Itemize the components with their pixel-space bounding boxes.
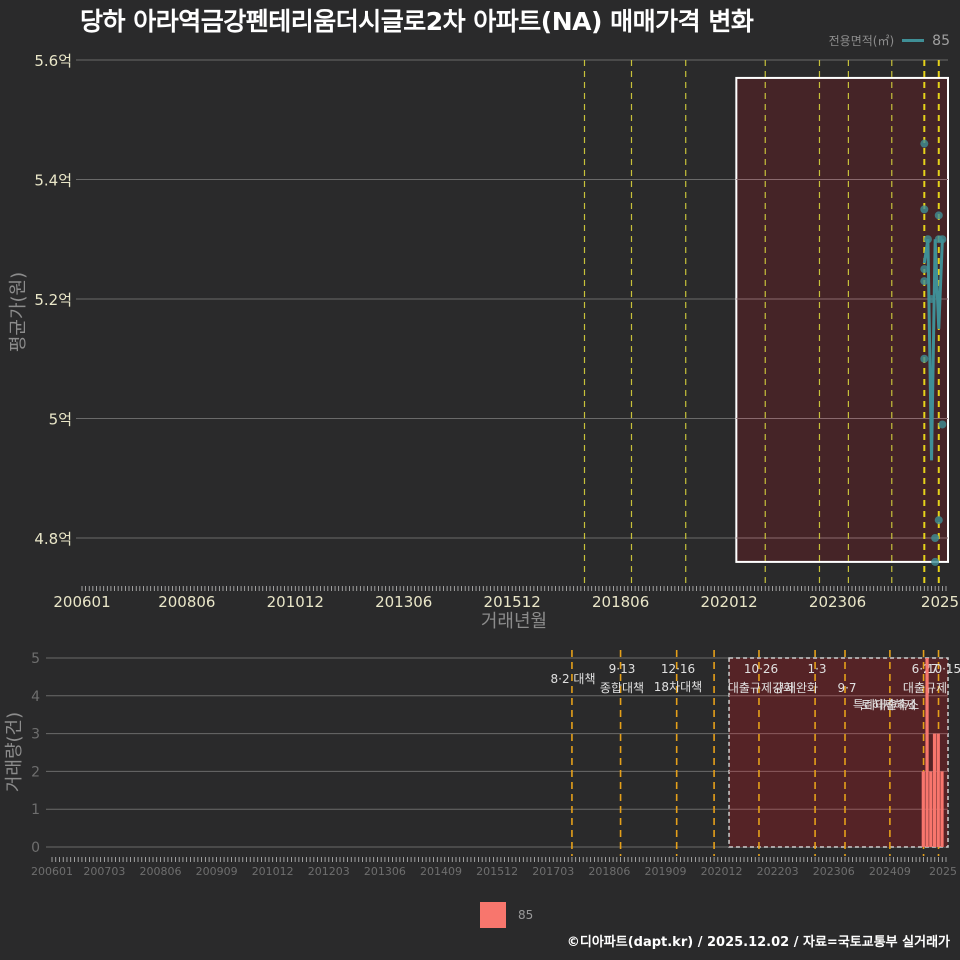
- volume-bar[interactable]: [929, 771, 932, 847]
- y-tick-label: 5.2억: [34, 291, 72, 309]
- chart-canvas: 4.8억5억5.2억5.4억5.6억2006012008062010122013…: [0, 0, 960, 960]
- data-point[interactable]: [928, 295, 936, 303]
- annotation-label: 18차대책: [654, 679, 702, 694]
- y-tick-label: 0: [31, 840, 40, 856]
- y-tick-label: 3: [31, 727, 40, 743]
- annotation-label: 10·15: [927, 662, 960, 676]
- volume-panel: 0123458·2 대책9·13종합대책12·1618차대책10·26대출규제강…: [4, 650, 960, 878]
- data-point[interactable]: [935, 211, 943, 219]
- x-axis-title: 거래년월: [481, 611, 547, 632]
- data-point[interactable]: [931, 558, 939, 566]
- data-point[interactable]: [938, 420, 946, 428]
- y-axis-title: 거래량(건): [4, 712, 25, 792]
- x-tick-label: 202012: [701, 865, 743, 878]
- x-tick-label: 201203: [308, 865, 350, 878]
- annotation-label: 10·26: [744, 662, 778, 676]
- volume-bar[interactable]: [933, 734, 936, 847]
- x-tick-label: 201512: [476, 865, 518, 878]
- y-tick-label: 2: [31, 764, 40, 780]
- x-tick-label: 200703: [83, 865, 125, 878]
- x-tick-label: 201012: [267, 593, 324, 611]
- y-tick-label: 5.6억: [34, 52, 72, 70]
- y-tick-label: 4.8억: [34, 530, 72, 548]
- y-tick-label: 4: [31, 689, 40, 705]
- annotation-label: 대출규제: [903, 681, 947, 695]
- annotation-label: 종합대책: [600, 680, 644, 695]
- y-tick-label: 1: [31, 802, 40, 818]
- data-point[interactable]: [920, 205, 928, 213]
- x-tick-label: 201806: [588, 865, 630, 878]
- x-tick-label: 202012: [700, 593, 757, 611]
- price-panel: 4.8억 5억 5.2억 5.4억 5.6억 200601 200806 201012 2013…: [8, 52, 959, 632]
- y-tick-label: 5: [31, 651, 40, 667]
- data-point[interactable]: [920, 140, 928, 148]
- x-tick-label: 201806: [592, 593, 649, 611]
- footer-credit: ©디아파트(dapt.kr) / 2025.12.02 / 자료=국토교통부 실…: [567, 931, 950, 950]
- annotation-label: 9·13: [609, 662, 636, 676]
- data-point[interactable]: [924, 235, 932, 243]
- x-tick-label: 2025: [921, 593, 959, 611]
- highlight-box: [736, 78, 948, 562]
- annotation-label: 9·7: [837, 681, 856, 695]
- volume-bar[interactable]: [925, 658, 928, 847]
- annotation-label: 토허제해제: [861, 698, 916, 712]
- data-point[interactable]: [920, 355, 928, 363]
- x-tick-label: 202306: [809, 593, 866, 611]
- legend-bottom-value: 85: [518, 908, 533, 922]
- x-tick-label: 202409: [869, 865, 911, 878]
- x-tick-label: 200601: [53, 593, 110, 611]
- volume-bar[interactable]: [937, 734, 940, 847]
- y-tick-label: 5억: [49, 411, 72, 429]
- data-point[interactable]: [938, 235, 946, 243]
- data-point[interactable]: [920, 277, 928, 285]
- x-tick-label: 2025: [929, 865, 957, 878]
- data-point[interactable]: [920, 265, 928, 273]
- volume-bar[interactable]: [940, 771, 943, 847]
- data-point[interactable]: [935, 516, 943, 524]
- x-tick-label: 202203: [757, 865, 799, 878]
- annotation-label: 규제완화: [774, 681, 818, 695]
- x-tick-label: 200601: [31, 865, 73, 878]
- x-tick-label: 201909: [644, 865, 686, 878]
- x-tick-label: 200806: [158, 593, 215, 611]
- x-tick-label: 201306: [375, 593, 432, 611]
- data-point[interactable]: [931, 534, 939, 542]
- annotation-label: 12·16: [661, 662, 695, 676]
- y-axis-title: 평균가(원): [8, 272, 29, 352]
- x-tick-label: 200806: [139, 865, 181, 878]
- annotation-label: 1·3: [807, 662, 826, 676]
- annotation-label: 8·2 대책: [551, 671, 596, 686]
- x-tick-label: 201012: [252, 865, 294, 878]
- y-tick-label: 5.4억: [34, 172, 72, 190]
- x-tick-label: 201409: [420, 865, 462, 878]
- x-tick-label: 202306: [813, 865, 855, 878]
- x-tick-label: 201703: [532, 865, 574, 878]
- x-tick-label: 201512: [484, 593, 541, 611]
- x-tick-label: 200909: [196, 865, 238, 878]
- legend-bottom: 85: [480, 902, 533, 928]
- legend-swatch-icon: [480, 902, 506, 928]
- volume-bar[interactable]: [922, 771, 925, 847]
- x-tick-label: 201306: [364, 865, 406, 878]
